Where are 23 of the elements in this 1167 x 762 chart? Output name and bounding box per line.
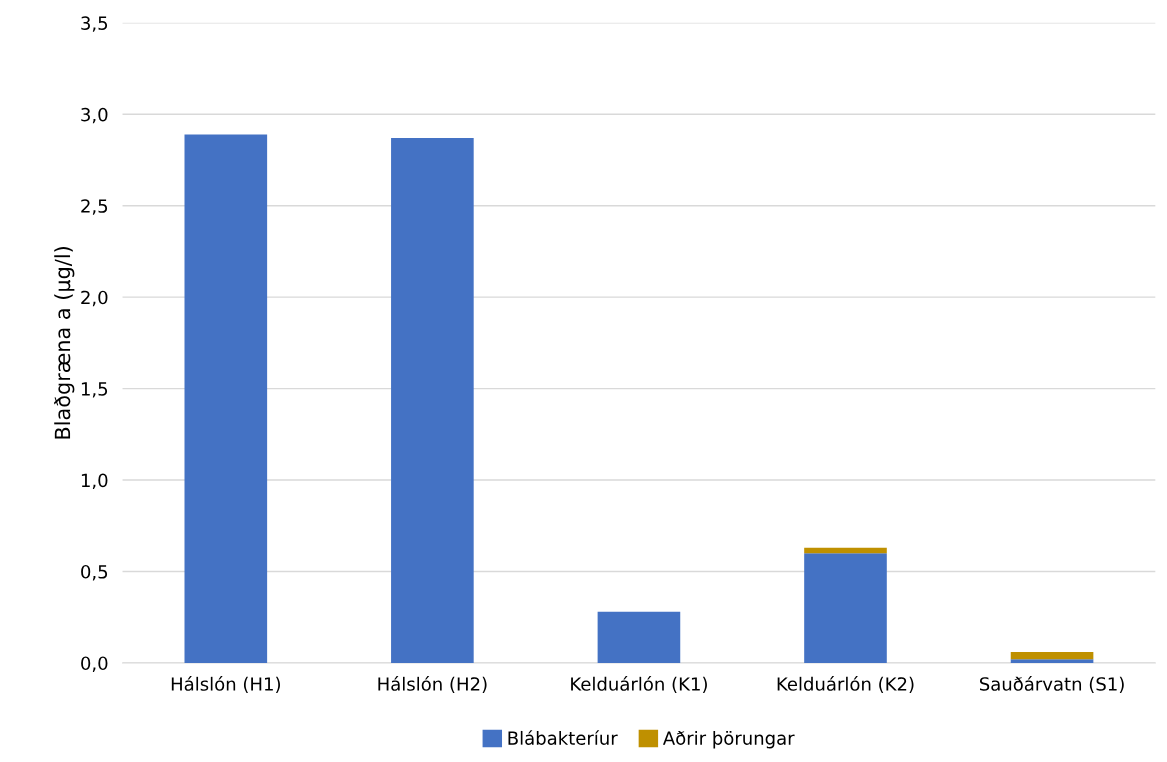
y-tick-label: 1,0 <box>81 473 108 490</box>
y-tick-label: 0,5 <box>81 564 108 581</box>
y-tick-label: 3,5 <box>81 16 108 32</box>
y-tick-label: 2,0 <box>81 290 108 307</box>
y-tick-label: 0,0 <box>81 656 108 672</box>
y-tick-label: 1,5 <box>81 382 108 398</box>
bar <box>391 138 474 663</box>
x-tick-label: Sauðárvatn (S1) <box>979 676 1124 693</box>
bar <box>1010 659 1094 663</box>
legend-label: Blábakteríur <box>508 730 618 745</box>
bar <box>184 134 268 663</box>
x-tick-label: Hálslón (H2) <box>378 676 487 693</box>
x-tick-label: Kelduárlón (K1) <box>571 676 707 693</box>
y-tick-label: 2,5 <box>81 199 108 215</box>
x-tick-label: Kelduárlón (K2) <box>777 676 914 693</box>
y-axis-title: Blaðgræna a (µg/l) <box>54 247 75 439</box>
legend-label: Aðrir þörungar <box>662 730 795 749</box>
bar <box>1010 651 1094 660</box>
bar <box>804 547 887 554</box>
bar <box>597 611 681 663</box>
x-tick-label: Hálslón (H1) <box>171 676 280 693</box>
y-tick-label: 3,0 <box>81 107 108 124</box>
bar <box>804 553 887 663</box>
